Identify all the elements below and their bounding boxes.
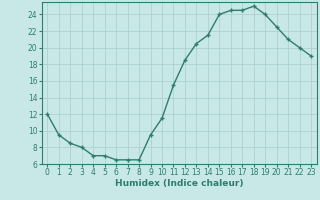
X-axis label: Humidex (Indice chaleur): Humidex (Indice chaleur) [115, 179, 244, 188]
